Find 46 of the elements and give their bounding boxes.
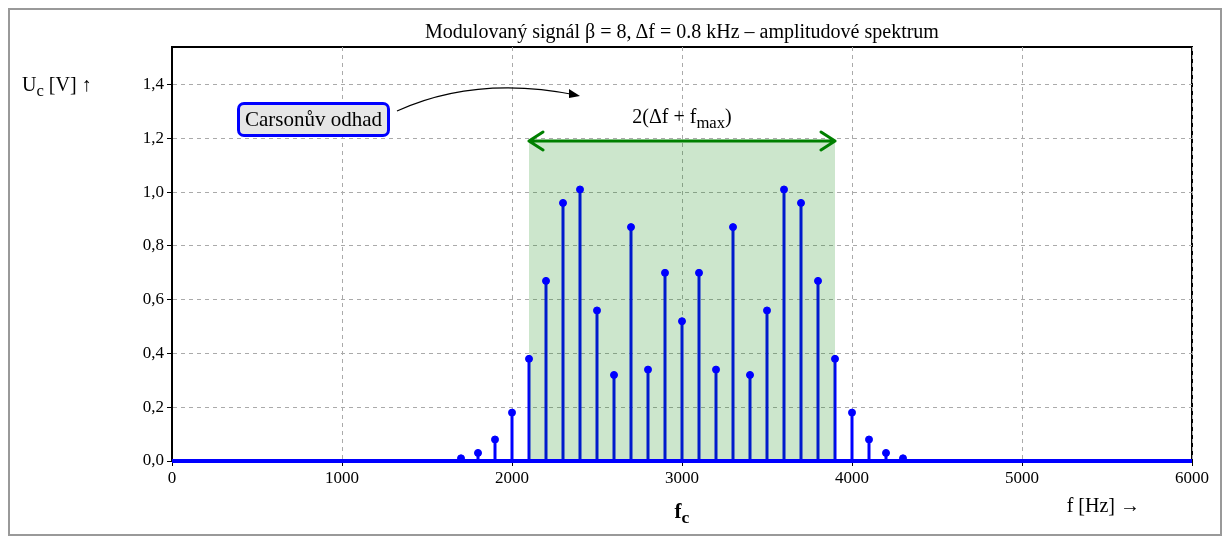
y-tick-label: 0,8 (142, 235, 164, 255)
point (746, 370, 754, 379)
text: f$_{c}$ (674, 499, 690, 529)
annotation: Carsonův odhad (237, 102, 391, 137)
point (525, 354, 533, 363)
x-tick-label: 4000 (835, 467, 869, 487)
point (763, 306, 771, 315)
y-tick-label: 0,6 (142, 289, 164, 309)
x-tick-label: 2000 (495, 467, 529, 487)
y-tick-label: 0,2 (142, 396, 164, 416)
point (610, 370, 618, 379)
point (695, 268, 703, 277)
x-tick-label: 3000 (665, 467, 699, 487)
x-tick-label: 0 (167, 467, 177, 487)
y-tick-label: 0,4 (142, 342, 165, 362)
y-tick-label: 0,0 (142, 450, 164, 470)
point (661, 268, 669, 277)
point (508, 408, 516, 417)
point (474, 448, 482, 457)
point (831, 354, 839, 363)
point (797, 198, 805, 207)
point (593, 306, 601, 315)
y-tick-label: 1,0 (142, 181, 164, 201)
point (882, 448, 890, 457)
point (678, 317, 686, 326)
x-tick-label: 1000 (325, 467, 359, 487)
x-tick-label: 5000 (1005, 467, 1039, 487)
point (729, 223, 737, 232)
point (576, 185, 584, 194)
point (644, 365, 652, 374)
series-label: 2(Δf + f$_{max}$) (632, 105, 732, 134)
point (865, 435, 873, 444)
x-axis-title: f [Hz] → (1066, 494, 1140, 517)
point (542, 276, 550, 285)
x-tick-label: 6000 (1175, 467, 1209, 487)
y-tick-label: 1,2 (142, 127, 164, 147)
y-tick-label: 1,4 (142, 74, 165, 94)
point (814, 276, 822, 285)
point (559, 198, 567, 207)
chart-title: Modulovaný signál β = 8, Δf = 0.8 kHz – amplitudové spektrum (424, 20, 940, 43)
point (780, 185, 788, 194)
point (712, 365, 720, 374)
y-axis-title: U$_{c}$ [V] ↑ (22, 73, 92, 101)
point (848, 408, 856, 417)
point (627, 223, 635, 232)
point (491, 435, 499, 444)
